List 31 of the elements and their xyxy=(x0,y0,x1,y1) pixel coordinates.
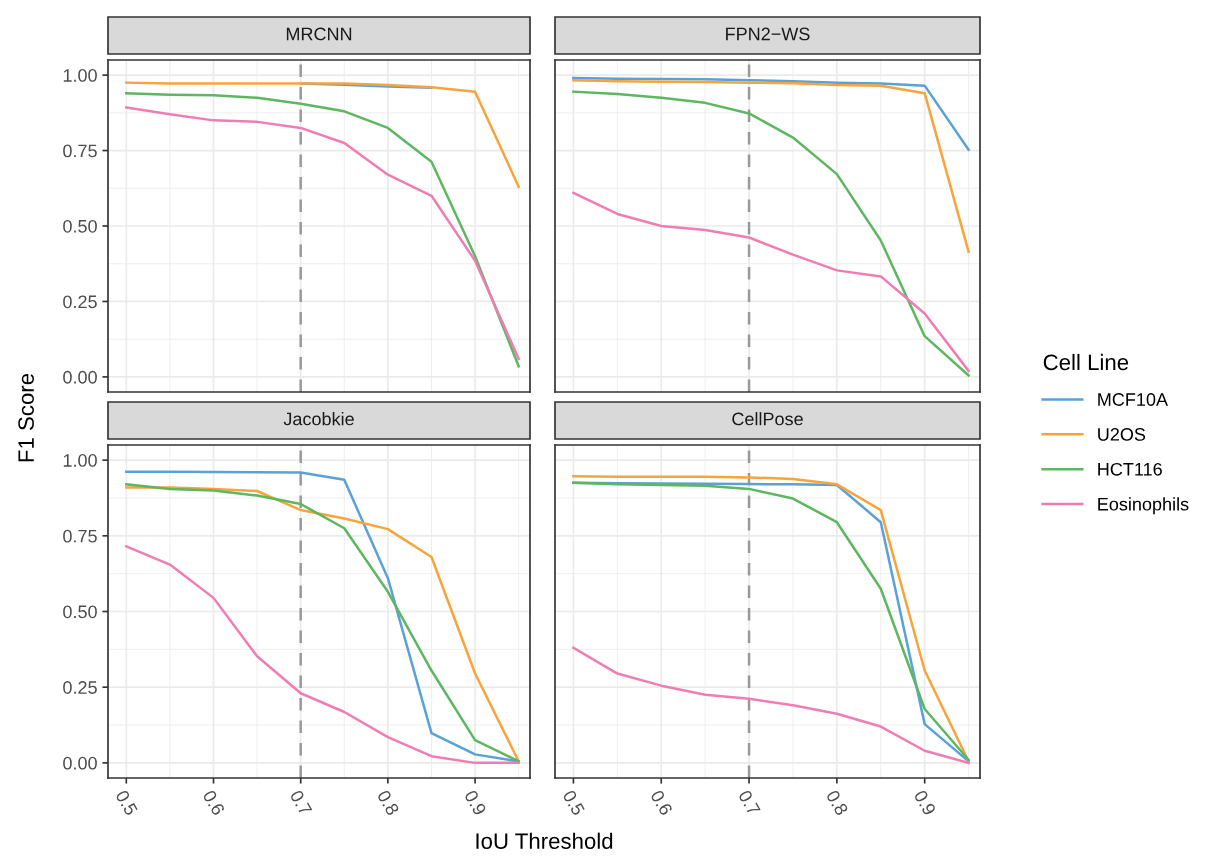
y-tick-label: 0.25 xyxy=(63,295,97,309)
x-tick-label: 0.7 xyxy=(289,789,313,816)
y-tick-label: 0.25 xyxy=(63,681,97,694)
legend-label: Eosinophils xyxy=(1098,497,1189,515)
x-axis-title: IoU Threshold xyxy=(476,832,613,849)
x-tick-label: 0.6 xyxy=(650,789,673,817)
x-tick-label: 0.9 xyxy=(913,789,937,817)
y-tick-label: 1.00 xyxy=(63,69,97,82)
x-tick-label: 0.5 xyxy=(562,789,586,817)
chart-title: CellPose xyxy=(732,412,803,426)
x-tick-label: 0.6 xyxy=(202,789,226,817)
legend-label: MCF10A xyxy=(1098,393,1168,406)
x-tick-label: 0.5 xyxy=(115,789,139,817)
legend-label: HCT116 xyxy=(1098,462,1162,476)
chart-title: Jacobkie xyxy=(283,412,354,426)
y-tick-label: 0.50 xyxy=(63,219,97,233)
y-tick-label: 0.00 xyxy=(63,370,97,384)
chart-title: FPN2−WS xyxy=(726,27,810,41)
x-tick-label: 0.9 xyxy=(463,789,487,817)
x-tick-label: 0.8 xyxy=(825,789,849,817)
y-tick-label: 0.50 xyxy=(63,605,97,619)
x-tick-label: 0.8 xyxy=(376,789,400,817)
x-tick-label: 0.7 xyxy=(737,789,761,816)
y-tick-label: 1.00 xyxy=(63,454,97,467)
legend-title: Cell Line xyxy=(1043,353,1129,371)
legend-label: U2OS xyxy=(1098,428,1146,441)
y-tick-label: 0.75 xyxy=(63,144,97,158)
y-tick-label: 0.00 xyxy=(63,756,97,770)
y-axis-title: F1 Score xyxy=(18,373,34,462)
y-tick-label: 0.75 xyxy=(63,529,97,543)
chart-title: MRCNN xyxy=(286,27,352,41)
